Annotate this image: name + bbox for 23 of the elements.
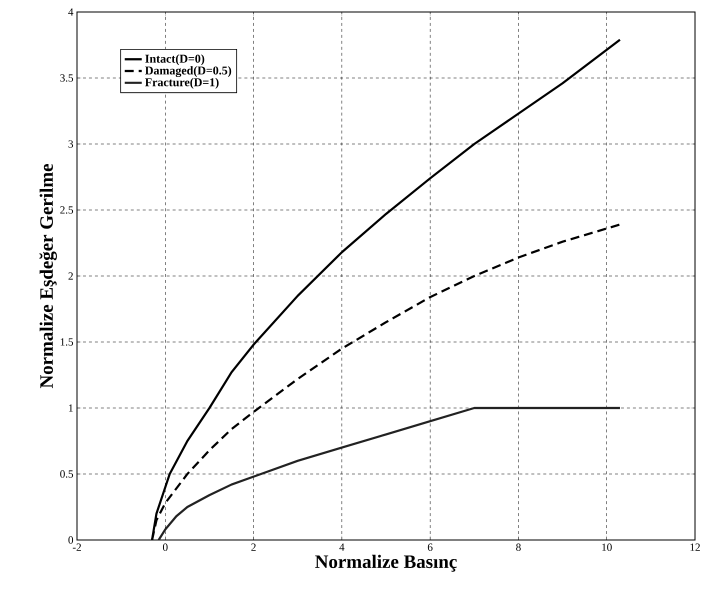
legend-label: Damaged(D=0.5): [145, 66, 232, 78]
x-axis-title: Normalize Basınç: [315, 554, 457, 572]
legend-label: Fracture(D=1): [145, 78, 219, 89]
y-tick-label: 2: [68, 272, 73, 280]
y-tick-label: 3.5: [60, 74, 74, 82]
y-axis-title: Normalize Eşdeğer Gerilme: [39, 164, 57, 388]
y-tick-label: 4: [68, 8, 74, 16]
y-tick-label: 2.5: [60, 206, 74, 214]
line-series: [158, 406, 622, 540]
y-tick-label: 1.5: [60, 338, 74, 346]
x-tick-label: 0: [162, 544, 168, 551]
x-tick-label: 2: [251, 544, 256, 551]
y-tick-label: 3: [68, 140, 74, 148]
x-tick-label: -2: [72, 544, 81, 551]
x-tick-label: 6: [428, 544, 433, 551]
legend-label: Intact(D=0): [145, 54, 204, 66]
x-tick-label: 8: [516, 544, 521, 551]
x-tick-label: 4: [339, 544, 344, 551]
y-tick-label: 0.5: [60, 470, 74, 478]
y-tick-label: 0: [68, 536, 74, 544]
y-tick-label: 1: [68, 404, 73, 412]
x-tick-label: 12: [690, 544, 700, 551]
x-tick-label: 10: [602, 544, 612, 551]
